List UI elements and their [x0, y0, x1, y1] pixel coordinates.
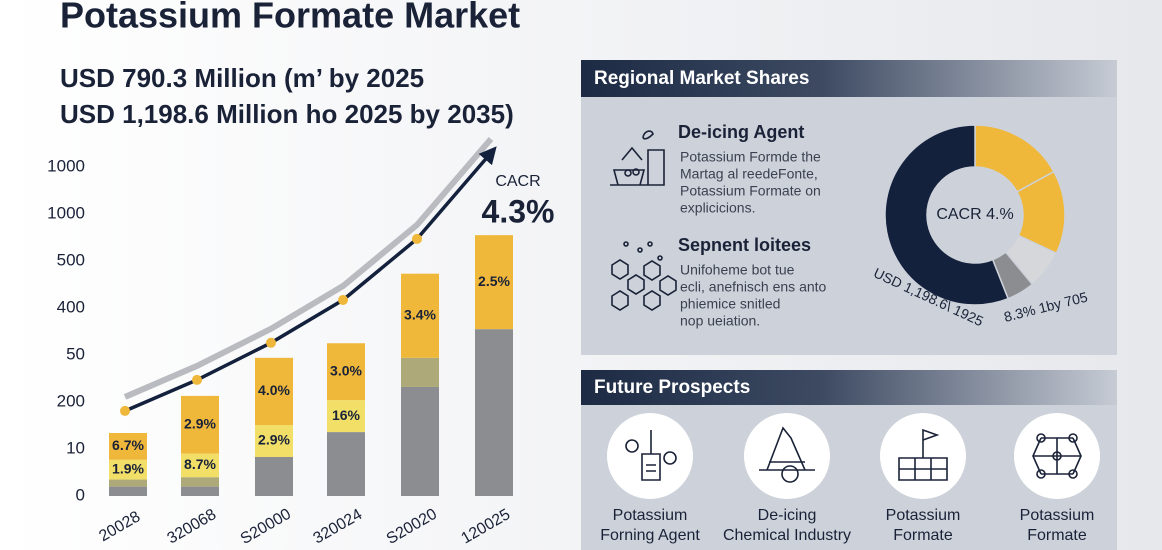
y-tick-label: 400 — [57, 297, 85, 316]
trend-point — [120, 405, 130, 416]
title: Potassium Formate Market — [60, 0, 520, 36]
prospect-label: Potassium — [886, 507, 961, 524]
trend-line — [124, 146, 497, 413]
bar-segment — [475, 235, 513, 330]
item-text: Potassium Formate on — [680, 183, 821, 199]
item-text: Martag al reedeFonte, — [680, 166, 818, 182]
bar-segment — [327, 343, 365, 401]
item-text: explicicions. — [680, 200, 755, 216]
bar-segment — [475, 329, 513, 496]
y-tick-label: 50 — [66, 344, 85, 363]
icon — [610, 130, 665, 186]
trend-point — [412, 233, 422, 244]
icon — [898, 428, 948, 481]
subtitle: USD 790.3 Million (m’ by 2025 — [60, 63, 424, 93]
bar-segment — [401, 386, 439, 496]
y-tick-label: 1000 — [47, 203, 85, 222]
bar-segment — [401, 357, 439, 387]
bar-segment — [327, 400, 365, 433]
item-text: phiemice snitled — [680, 296, 780, 312]
item-text: ecli, anefnisch ens anto — [680, 279, 827, 295]
value-label: 3.4% — [404, 306, 436, 322]
y-tick-label: 10 — [66, 438, 85, 457]
value-label: 1.9% — [112, 460, 144, 476]
trend-point — [192, 374, 202, 385]
prospect-label: Potassium — [613, 507, 688, 524]
value-label: 3.0% — [330, 362, 362, 378]
bar-segment — [181, 477, 219, 487]
icon-circle — [744, 413, 830, 499]
icon — [611, 241, 677, 311]
value-label: 6.7% — [112, 437, 144, 453]
icon — [1032, 433, 1082, 479]
bar-segment — [401, 273, 439, 358]
panel-header — [581, 370, 1117, 405]
y-tick-label: 1000 — [47, 156, 85, 175]
icon — [625, 430, 677, 481]
annotation-value: 4.3% — [482, 193, 555, 229]
icon — [759, 426, 815, 483]
bar-segment — [181, 486, 219, 496]
bar-segment — [255, 456, 293, 496]
bar-segment — [109, 433, 147, 460]
bar-segment — [109, 479, 147, 487]
item-title: Sepnent loitees — [678, 235, 811, 255]
bar-segment — [181, 453, 219, 478]
prospect-label: Potassium — [1020, 507, 1095, 524]
panel-title: Regional Market Shares — [594, 68, 809, 89]
icon-circle — [607, 413, 693, 499]
value-label: 16% — [332, 407, 361, 423]
bar-segment — [181, 395, 219, 454]
item-text: Potassium Formde the — [680, 149, 821, 165]
trend-point — [338, 295, 348, 306]
item-text: nop ueiation. — [680, 313, 760, 329]
annotation-label: CACR — [495, 173, 540, 190]
bar-segment — [255, 357, 293, 426]
bar-segment — [109, 459, 147, 480]
regional-items: De-icing Agent Potassium Formde theMartag… — [678, 122, 827, 329]
prospect-label: De-icing — [758, 507, 817, 524]
panel-header — [581, 60, 1117, 97]
bar-segment — [327, 432, 365, 496]
bar-segment — [255, 425, 293, 457]
donut: CACR 4.%USD 1,198.6\ 1925 8.3% 1by 705 — [871, 124, 1089, 329]
future-items: Potassium Forning Agent De-icing Chemical I… — [600, 413, 1100, 544]
subtitle: USD 1,198.6 Million ho 2025 by 2035) — [60, 99, 514, 129]
value-label: 4.0% — [258, 382, 290, 398]
prospect-label: Formate — [893, 527, 953, 544]
y-tick-label: 500 — [57, 250, 85, 269]
donut-center-label: CACR 4.% — [936, 206, 1013, 223]
prospect-label: Forning Agent — [600, 527, 700, 544]
panel-title: Future Prospects — [594, 377, 750, 398]
item-title: De-icing Agent — [678, 122, 804, 142]
y-tick-label: 0 — [76, 485, 85, 504]
donut-hole — [927, 167, 1023, 263]
value-label: 2.9% — [184, 415, 216, 431]
value-label: 2.9% — [258, 432, 290, 448]
y-tick-label: 200 — [57, 391, 85, 410]
value-label: 2.5% — [478, 273, 510, 289]
trend-point — [266, 337, 276, 348]
prospect-label: Chemical Industry — [723, 527, 851, 544]
bar-segment — [109, 486, 147, 496]
value-label: 8.7% — [184, 456, 216, 472]
item-text: Unifoheme bot tue — [680, 262, 795, 278]
prospect-label: Formate — [1027, 527, 1087, 544]
trend-shadow — [123, 136, 494, 400]
